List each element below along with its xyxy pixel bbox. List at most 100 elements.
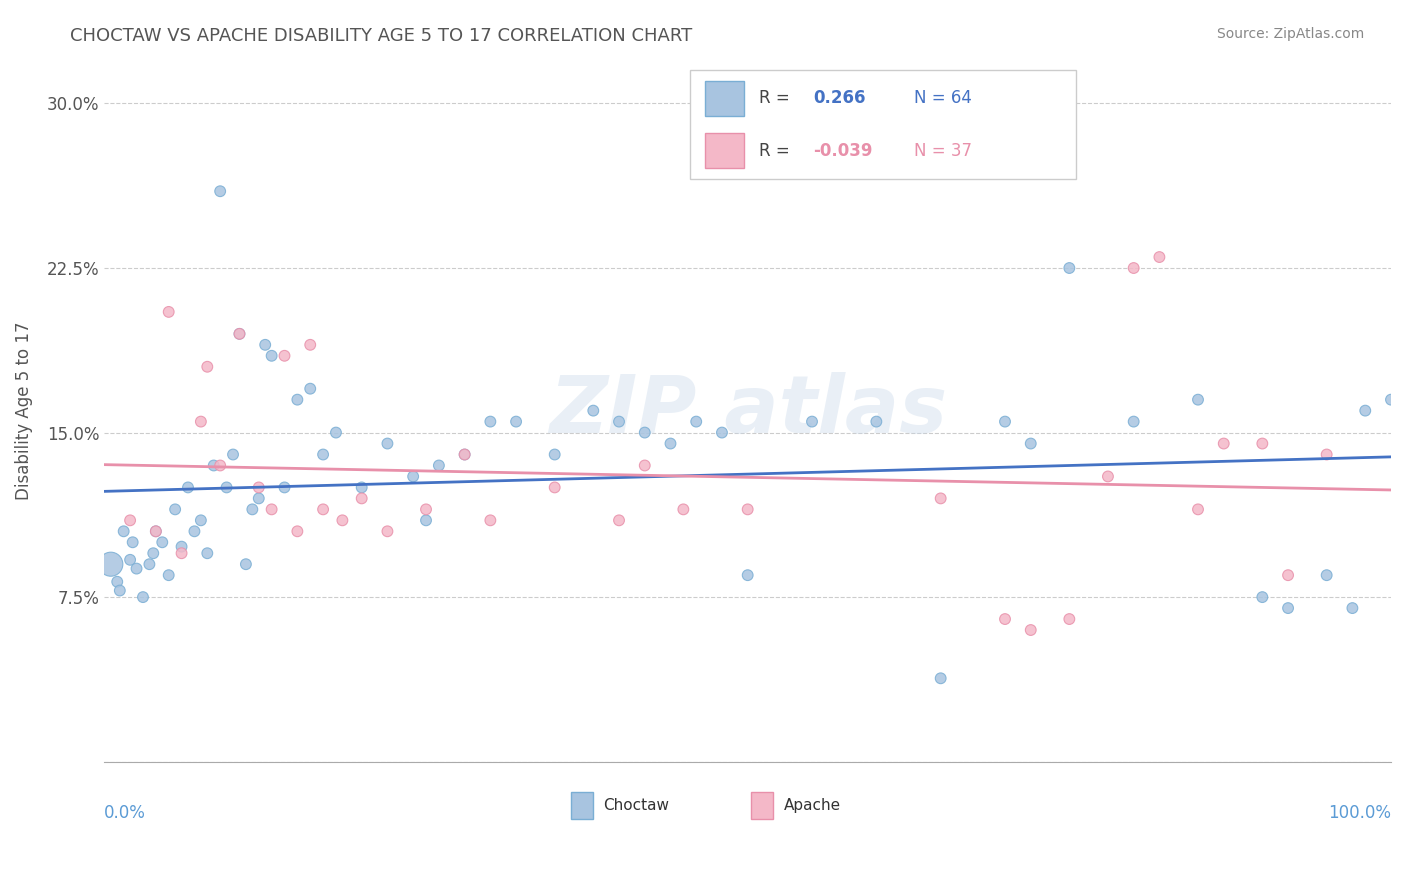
Point: [105, 574, 128, 589]
Point: [1097, 469, 1119, 483]
Point: [209, 184, 232, 198]
Point: [1059, 260, 1081, 275]
Point: [209, 458, 232, 473]
Point: [929, 491, 952, 506]
Point: [215, 480, 238, 494]
Point: [260, 349, 283, 363]
Point: [170, 540, 193, 554]
Text: 0.0%: 0.0%: [104, 804, 146, 822]
Point: [145, 524, 167, 539]
Point: [1149, 250, 1171, 264]
Point: [453, 448, 475, 462]
Point: [247, 480, 270, 494]
Point: [659, 436, 682, 450]
Point: [273, 349, 295, 363]
Text: CHOCTAW VS APACHE DISABILITY AGE 5 TO 17 CORRELATION CHART: CHOCTAW VS APACHE DISABILITY AGE 5 TO 17…: [70, 27, 693, 45]
Point: [145, 524, 167, 539]
Point: [190, 513, 212, 527]
Point: [150, 535, 173, 549]
Point: [994, 612, 1017, 626]
Point: [1122, 415, 1144, 429]
Point: [299, 338, 322, 352]
Point: [1277, 601, 1299, 615]
Point: [1354, 403, 1376, 417]
Point: [121, 535, 143, 549]
Point: [325, 425, 347, 440]
Point: [582, 403, 605, 417]
Point: [235, 558, 257, 572]
Point: [801, 415, 824, 429]
Point: [415, 502, 437, 516]
Point: [427, 458, 450, 473]
Point: [544, 448, 567, 462]
Point: [202, 458, 225, 473]
Point: [195, 546, 218, 560]
Point: [260, 502, 283, 516]
Point: [1341, 601, 1364, 615]
Point: [222, 448, 245, 462]
Point: [1019, 436, 1042, 450]
Point: [415, 513, 437, 527]
Point: [120, 553, 142, 567]
Point: [273, 480, 295, 494]
Point: [737, 502, 759, 516]
Point: [112, 524, 135, 539]
Point: [1212, 436, 1234, 450]
Point: [170, 546, 193, 560]
Point: [254, 338, 277, 352]
Y-axis label: Disability Age 5 to 17: Disability Age 5 to 17: [15, 321, 32, 500]
Point: [1251, 436, 1274, 450]
Point: [312, 502, 335, 516]
Point: [402, 469, 425, 483]
Point: [1187, 502, 1209, 516]
Text: 100.0%: 100.0%: [1329, 804, 1391, 822]
Point: [247, 491, 270, 506]
Point: [710, 425, 733, 440]
Point: [190, 415, 212, 429]
Point: [607, 513, 630, 527]
Point: [240, 502, 263, 516]
Point: [108, 583, 131, 598]
Point: [183, 524, 205, 539]
Point: [177, 480, 200, 494]
Point: [157, 568, 180, 582]
Point: [994, 415, 1017, 429]
Point: [120, 513, 142, 527]
Point: [479, 513, 502, 527]
Point: [672, 502, 695, 516]
Point: [1059, 612, 1081, 626]
Point: [1277, 568, 1299, 582]
Point: [1251, 590, 1274, 604]
Point: [1316, 568, 1339, 582]
Point: [544, 480, 567, 494]
Point: [285, 392, 308, 407]
Point: [634, 458, 657, 473]
Point: [299, 382, 322, 396]
Point: [1187, 392, 1209, 407]
Point: [1122, 260, 1144, 275]
Point: [453, 448, 475, 462]
Point: [332, 513, 354, 527]
Point: [228, 326, 250, 341]
Point: [929, 671, 952, 685]
Text: ZIP atlas: ZIP atlas: [548, 372, 946, 450]
Point: [634, 425, 657, 440]
Point: [865, 415, 887, 429]
Point: [228, 326, 250, 341]
Point: [100, 558, 122, 572]
Point: [377, 524, 399, 539]
Point: [157, 305, 180, 319]
Text: Source: ZipAtlas.com: Source: ZipAtlas.com: [1216, 27, 1364, 41]
Point: [1019, 623, 1042, 637]
Point: [737, 568, 759, 582]
Point: [285, 524, 308, 539]
Point: [685, 415, 707, 429]
Point: [125, 561, 148, 575]
Point: [377, 436, 399, 450]
Point: [195, 359, 218, 374]
Point: [607, 415, 630, 429]
Point: [138, 558, 160, 572]
Point: [1316, 448, 1339, 462]
Point: [312, 448, 335, 462]
Point: [132, 590, 155, 604]
